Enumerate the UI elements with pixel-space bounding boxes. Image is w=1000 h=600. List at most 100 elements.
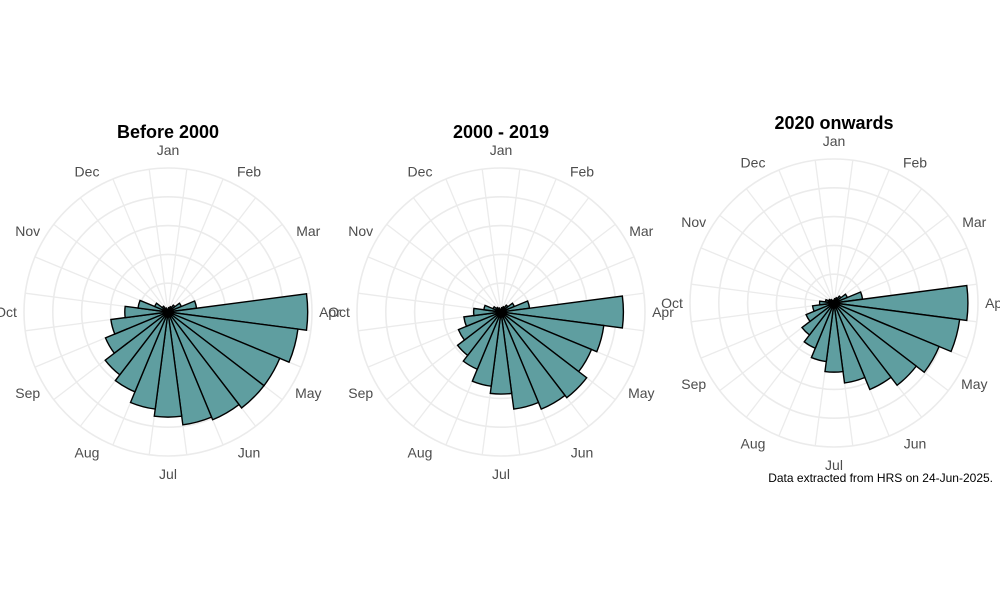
rose-bar <box>167 311 240 421</box>
grid-spoke <box>778 169 835 304</box>
grid-spoke <box>814 160 835 304</box>
month-labels: Jan Feb Mar Apr May Jun Jul Aug Sep Oct Nov Dec <box>328 142 674 482</box>
grid-spoke <box>445 178 502 313</box>
month-label: Mar <box>629 223 653 239</box>
grid-spoke <box>148 169 169 313</box>
rose-bar <box>833 302 941 374</box>
rose-bar <box>489 311 513 395</box>
month-label: Jan <box>823 133 846 149</box>
chart-title: Before 2000 <box>117 122 219 142</box>
month-label: Oct <box>328 304 350 320</box>
rose-bar <box>805 302 835 323</box>
chart-title: 2020 onwards <box>774 113 893 133</box>
rose-bar <box>833 302 918 387</box>
rose-bar <box>500 311 566 411</box>
rose-chart-2000-2019: 2000 - 2019 Jan Feb Mar Apr May Jun Jul Aug Sep O… <box>328 122 674 482</box>
month-labels: Jan Feb Mar Apr May Jun Jul Aug Sep Oct Nov Dec <box>661 133 1000 473</box>
month-label: Jun <box>238 444 261 460</box>
grid-spoke <box>367 256 502 313</box>
rose-bar <box>463 311 502 328</box>
grid-spoke <box>167 169 188 313</box>
month-label: Aug <box>408 444 433 460</box>
rose-bar <box>167 311 213 426</box>
grid-spoke <box>167 178 224 313</box>
grid-spoke <box>691 283 835 304</box>
rose-bar <box>833 284 969 322</box>
month-label: Nov <box>15 223 40 239</box>
rose-bar <box>803 302 835 350</box>
grid-spoke <box>833 160 854 304</box>
month-label: Mar <box>962 214 986 230</box>
month-label: Feb <box>237 164 261 180</box>
grid-spoke <box>500 178 557 313</box>
month-label: Dec <box>741 155 766 171</box>
grid-spoke <box>700 247 835 304</box>
grid-spoke <box>500 169 521 313</box>
month-label: Nov <box>348 223 373 239</box>
month-label: Feb <box>903 155 927 171</box>
month-label: Aug <box>741 435 766 451</box>
month-label: Jun <box>904 435 927 451</box>
rose-bar <box>167 311 265 409</box>
rose-bar <box>104 311 169 376</box>
rose-bar <box>457 311 502 342</box>
grid-spoke <box>833 214 949 304</box>
month-label: Apr <box>652 304 674 320</box>
month-label: Apr <box>319 304 341 320</box>
grid-ring <box>689 158 979 448</box>
rose-bar <box>818 300 835 306</box>
month-label: Jul <box>492 466 510 482</box>
rose-bar <box>167 292 309 332</box>
month-labels: Jan Feb Mar Apr May Jun Jul Aug Sep Oct Nov Dec <box>0 142 341 482</box>
grid-spoke <box>167 197 257 313</box>
grid-spoke <box>833 169 890 304</box>
rose-bar <box>831 299 835 304</box>
month-label: Sep <box>348 385 373 401</box>
grid-ring <box>356 167 646 457</box>
grid-spoke <box>500 223 616 313</box>
grid-spoke <box>53 223 169 313</box>
rose-bar <box>824 302 844 373</box>
grid-spoke <box>719 214 835 304</box>
grid-spoke <box>412 197 502 313</box>
rose-bar <box>153 311 183 418</box>
rose-bars <box>801 284 969 391</box>
rose-bar <box>833 302 892 391</box>
grid-spoke <box>691 302 835 323</box>
grid-spoke <box>167 223 283 313</box>
rose-chart-2020-onwards: 2020 onwards Jan Feb Mar Apr May Jun Jul Aug Sep… <box>661 113 1000 473</box>
rose-bar <box>498 308 502 313</box>
rose-bar <box>462 311 502 371</box>
grid-spoke <box>112 178 169 313</box>
month-label: Jul <box>825 457 843 473</box>
month-label: Jan <box>157 142 180 158</box>
rose-bar <box>472 307 502 317</box>
rose-bar <box>167 311 299 364</box>
month-label: Sep <box>15 385 40 401</box>
month-label: Jun <box>571 444 594 460</box>
month-label: Feb <box>570 164 594 180</box>
rose-bar <box>104 311 169 355</box>
rose-bar <box>110 311 169 335</box>
rose-bar <box>500 295 625 329</box>
rose-bar <box>801 302 835 336</box>
rose-bar <box>114 311 169 393</box>
grid-ring <box>23 167 313 457</box>
month-label: Oct <box>0 304 17 320</box>
month-label: Mar <box>296 223 320 239</box>
month-label: May <box>961 376 987 392</box>
month-label: Apr <box>985 295 1000 311</box>
grid-spoke <box>79 197 169 313</box>
rose-bars <box>456 295 625 411</box>
rose-bar <box>165 308 169 313</box>
month-label: Oct <box>661 295 683 311</box>
rose-bar <box>456 311 502 357</box>
rose-bar <box>124 305 169 319</box>
month-label: Jan <box>490 142 513 158</box>
grid-spoke <box>481 169 502 313</box>
rose-bar <box>811 302 835 313</box>
month-label: Aug <box>75 444 100 460</box>
month-label: May <box>295 385 321 401</box>
chart-title: 2000 - 2019 <box>453 122 549 142</box>
